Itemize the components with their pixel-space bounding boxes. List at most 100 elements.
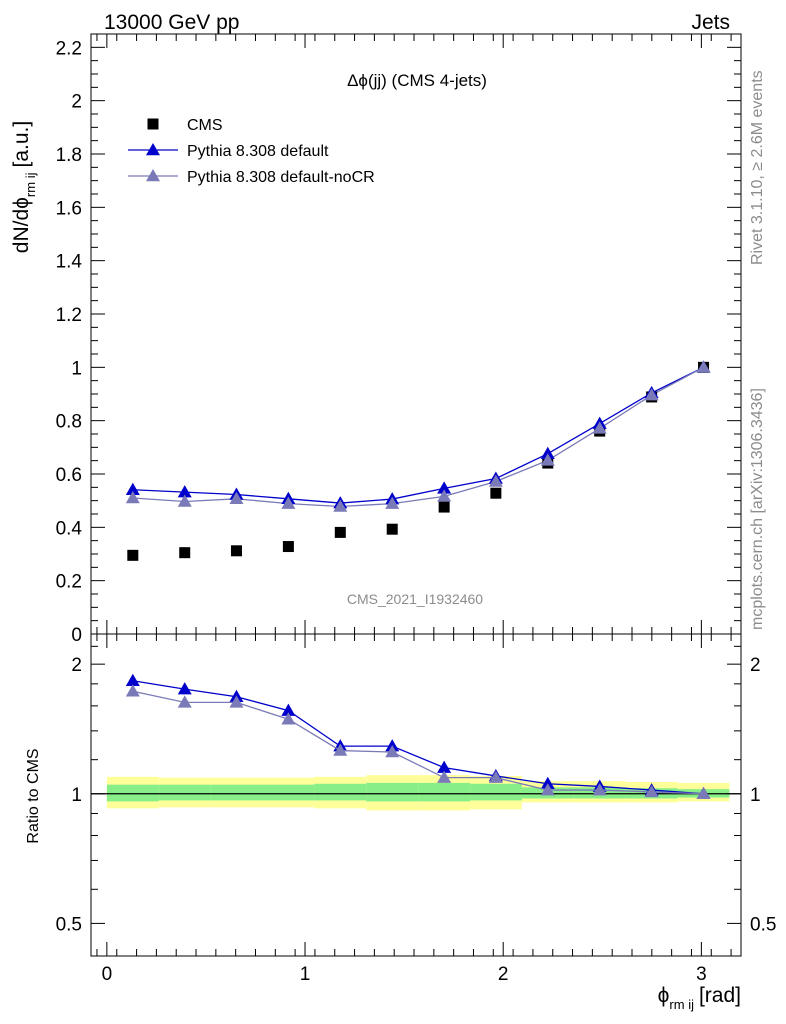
x-label-sub: rm ij	[669, 997, 694, 1012]
ratio-point-pythia-default	[437, 760, 452, 773]
data-point-cms	[179, 547, 191, 559]
ratio-point-pythia-nocr	[644, 784, 659, 798]
main-y-label-main: dN/dϕ	[10, 197, 33, 253]
ratio-line-0	[132, 680, 704, 795]
ratio-point-pythia-default	[177, 682, 192, 695]
ratio-y-tick-label-right: 2	[750, 655, 761, 676]
x-label-unit: [rad]	[699, 984, 741, 1007]
legend: CMS Pythia 8.308 default Pythia 8.308 defa…	[128, 117, 375, 186]
main-panel: 0 0.2 0.4 0.6 0.8 1 1.2 1.4 1.6 1.8 2 2.2 Δϕ(jj) (C…	[10, 33, 742, 646]
rivet-version-label: Rivet 3.1.10, ≥ 2.6M events	[749, 70, 766, 265]
data-point-pythia-nocr	[229, 491, 244, 505]
x-axis-label: ϕrm ij [rad]	[658, 984, 741, 1012]
data-point-cms	[282, 541, 294, 553]
data-point-pythia-nocr	[540, 453, 555, 466]
ratio-band-inner	[366, 782, 419, 802]
data-point-cms	[127, 549, 139, 561]
ratio-uncertainty-bands	[106, 775, 730, 811]
analysis-id-label: CMS_2021_I1932460	[347, 591, 483, 607]
data-point-pythia-default	[177, 485, 192, 498]
data-point-pythia-nocr	[281, 496, 296, 509]
ratio-band-inner	[262, 784, 315, 801]
data-point-pythia-nocr	[488, 474, 503, 487]
data-point-pythia-nocr	[437, 489, 452, 502]
ratio-point-pythia-nocr	[385, 745, 400, 758]
data-point-pythia-nocr	[333, 499, 348, 512]
legend-marker-cms	[147, 118, 159, 130]
ratio-y-tick-label: 0.5	[56, 914, 82, 935]
main-y-tick-label: 0.8	[56, 412, 82, 433]
series-line-2	[132, 366, 704, 508]
data-point-cms	[490, 487, 502, 499]
ratio-line-1	[132, 690, 704, 795]
ratio-point-pythia-nocr	[488, 770, 503, 783]
data-point-pythia-nocr	[644, 388, 659, 401]
header-right: Jets	[691, 11, 730, 34]
header-left: 13000 GeV pp	[104, 11, 239, 34]
ratio-y-axis: 0.5 0.5 1 1 2 2	[56, 645, 776, 935]
series-line-1	[132, 366, 704, 504]
x-axis: 0 1 2 3	[96, 634, 732, 985]
main-y-axis-label: dN/dϕrm ij [a.u.]	[10, 121, 38, 253]
data-point-pythia-default	[125, 482, 140, 495]
data-point-pythia-nocr	[696, 360, 711, 373]
ratio-series-group	[125, 673, 711, 800]
data-point-pythia-nocr	[125, 491, 140, 504]
ratio-band-inner	[314, 783, 367, 801]
main-y-tick-label: 1.6	[56, 198, 82, 219]
chart-title: Δϕ(jj) (CMS 4-jets)	[347, 71, 487, 90]
main-y-tick-label: 2.2	[56, 38, 82, 59]
ratio-band-inner	[158, 784, 211, 801]
ratio-point-pythia-nocr	[437, 770, 452, 783]
legend-label: Pythia 8.308 default	[187, 143, 329, 160]
ratio-point-pythia-nocr	[696, 786, 711, 800]
ratio-panel: 0.5 0.5 1 1 2 2 0 1 2 3 Ratio to CMS ϕrm ij [rad]	[25, 633, 776, 1012]
data-point-cms	[334, 526, 346, 538]
ratio-point-pythia-default	[540, 776, 555, 790]
ratio-band-inner	[418, 782, 471, 802]
ratio-point-pythia-nocr	[540, 783, 555, 796]
data-point-pythia-nocr	[385, 496, 400, 509]
ratio-band-inner	[210, 784, 263, 801]
x-tick-label: 3	[696, 964, 707, 985]
data-point-cms	[438, 501, 450, 513]
x-tick-label: 2	[498, 964, 509, 985]
ratio-panel-frame	[90, 633, 742, 957]
legend-marker	[146, 143, 160, 156]
data-point-pythia-default	[540, 446, 555, 459]
main-y-tick-label: 1.4	[56, 252, 83, 273]
ratio-y-tick-label-right: 0.5	[750, 914, 776, 935]
data-point-pythia-default	[437, 481, 452, 494]
main-y-tick-label: 1.2	[56, 305, 82, 326]
main-y-tick-label: 0.2	[56, 572, 82, 593]
ratio-y-tick-label: 1	[71, 785, 82, 806]
mcplots-label: mcplots.cern.ch [arXiv:1306.3436]	[749, 388, 766, 630]
data-point-cms	[230, 545, 242, 557]
main-y-label-sub: rm ij	[23, 172, 38, 197]
main-y-tick-label: 1.8	[56, 145, 82, 166]
ratio-point-pythia-default	[125, 673, 140, 687]
main-series-group	[125, 360, 711, 561]
data-point-pythia-nocr	[177, 494, 192, 507]
x-tick-label: 1	[300, 964, 311, 985]
legend-marker	[146, 169, 160, 182]
main-y-label-unit: [a.u.]	[10, 121, 33, 168]
main-y-tick-label: 2	[71, 92, 82, 113]
ratio-point-pythia-nocr	[592, 783, 607, 796]
ratio-y-tick-label: 2	[71, 655, 82, 676]
ratio-band-inner	[106, 784, 159, 802]
ratio-point-pythia-nocr	[333, 743, 348, 756]
main-y-axis: 0 0.2 0.4 0.6 0.8 1 1.2 1.4 1.6 1.8 2 2.2	[56, 34, 741, 646]
x-label-main: ϕ	[658, 984, 670, 1007]
ratio-point-pythia-default	[281, 703, 296, 716]
legend-label: Pythia 8.308 default-noCR	[187, 169, 375, 186]
ratio-point-pythia-nocr	[281, 712, 296, 725]
x-tick-label: 0	[102, 964, 113, 985]
ratio-point-pythia-nocr	[125, 684, 140, 697]
ratio-point-pythia-nocr	[177, 695, 192, 708]
data-point-pythia-nocr	[592, 421, 607, 434]
ratio-band-inner	[470, 783, 522, 801]
data-point-cms	[386, 523, 398, 535]
ratio-y-axis-label: Ratio to CMS	[25, 748, 42, 843]
